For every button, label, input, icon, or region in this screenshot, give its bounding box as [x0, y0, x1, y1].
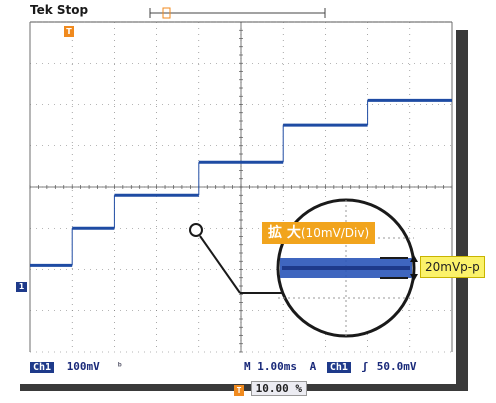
run-state: Stop — [56, 3, 89, 17]
panel-shadow-bottom — [20, 384, 468, 391]
trigger-level: 50.0mV — [376, 360, 417, 373]
channel-badge: Ch1 — [30, 362, 55, 373]
trigger-source: Ch1 — [326, 362, 351, 373]
waveform-trace — [30, 98, 452, 267]
record-bar — [149, 7, 326, 19]
volts-per-div: 100mV — [66, 360, 100, 373]
acquisition-mode: A — [309, 360, 317, 373]
zoom-title: 拡 大 — [268, 225, 301, 241]
panel-shadow-right — [456, 30, 468, 386]
rising-edge-icon: ʃ — [361, 360, 369, 373]
bandwidth-limit-icon: ᵇ — [116, 360, 124, 373]
trigger-icon: T — [234, 385, 244, 396]
zoom-scale: (10mV/Div) — [300, 226, 370, 240]
trigger-position: 10.00 % — [250, 381, 307, 396]
brand-label: Tek — [30, 3, 53, 17]
timebase-readout: M 1.00ms A Ch1 ʃ 50.0mV — [244, 360, 417, 373]
zoom-label: 拡 大(10mV/Div) — [262, 222, 376, 244]
amplitude-label: 20mVp-p — [420, 256, 485, 278]
channel-1-marker: 1 — [16, 282, 27, 292]
magnifier — [189, 198, 416, 338]
trigger-position-marker: T — [64, 26, 74, 37]
status-readout: Tek Stop — [30, 3, 88, 17]
amplitude-arrow — [410, 255, 418, 281]
channel-readout: Ch1 100mV ᵇ — [30, 360, 123, 373]
trigger-position-readout: T 10.00 % — [234, 381, 307, 396]
graticule — [29, 21, 453, 353]
timebase: M 1.00ms — [244, 360, 297, 373]
